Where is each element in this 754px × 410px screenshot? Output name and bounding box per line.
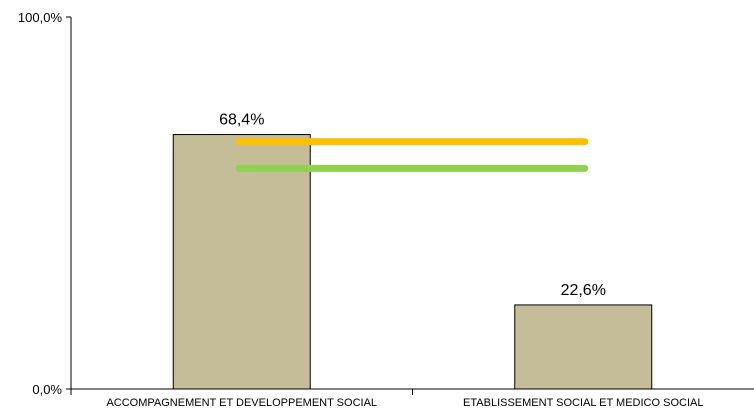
data-label: 68,4% xyxy=(219,112,264,129)
x-ticks xyxy=(70,389,413,395)
data-labels: 68,4% 22,6% xyxy=(219,112,606,299)
bar xyxy=(514,304,653,390)
plot-area: 0,0% 100,0% 68,4% 22,6% ACCOMPAGNEMENT ET … xyxy=(18,10,754,409)
bars xyxy=(172,134,653,390)
bar xyxy=(172,134,311,390)
category-label: ETABLISSEMENT SOCIAL ET MEDICO SOCIAL xyxy=(463,397,703,409)
y-tick-label: 100,0% xyxy=(18,10,63,25)
category-labels: ACCOMPAGNEMENT ET DEVELOPPEMENT SOCIAL ET… xyxy=(106,397,703,409)
category-label: ACCOMPAGNEMENT ET DEVELOPPEMENT SOCIAL xyxy=(106,397,377,409)
y-ticks: 0,0% 100,0% xyxy=(18,10,71,397)
y-tick-label: 0,0% xyxy=(32,382,62,397)
data-label: 22,6% xyxy=(561,282,606,299)
reference-lines xyxy=(235,138,589,172)
